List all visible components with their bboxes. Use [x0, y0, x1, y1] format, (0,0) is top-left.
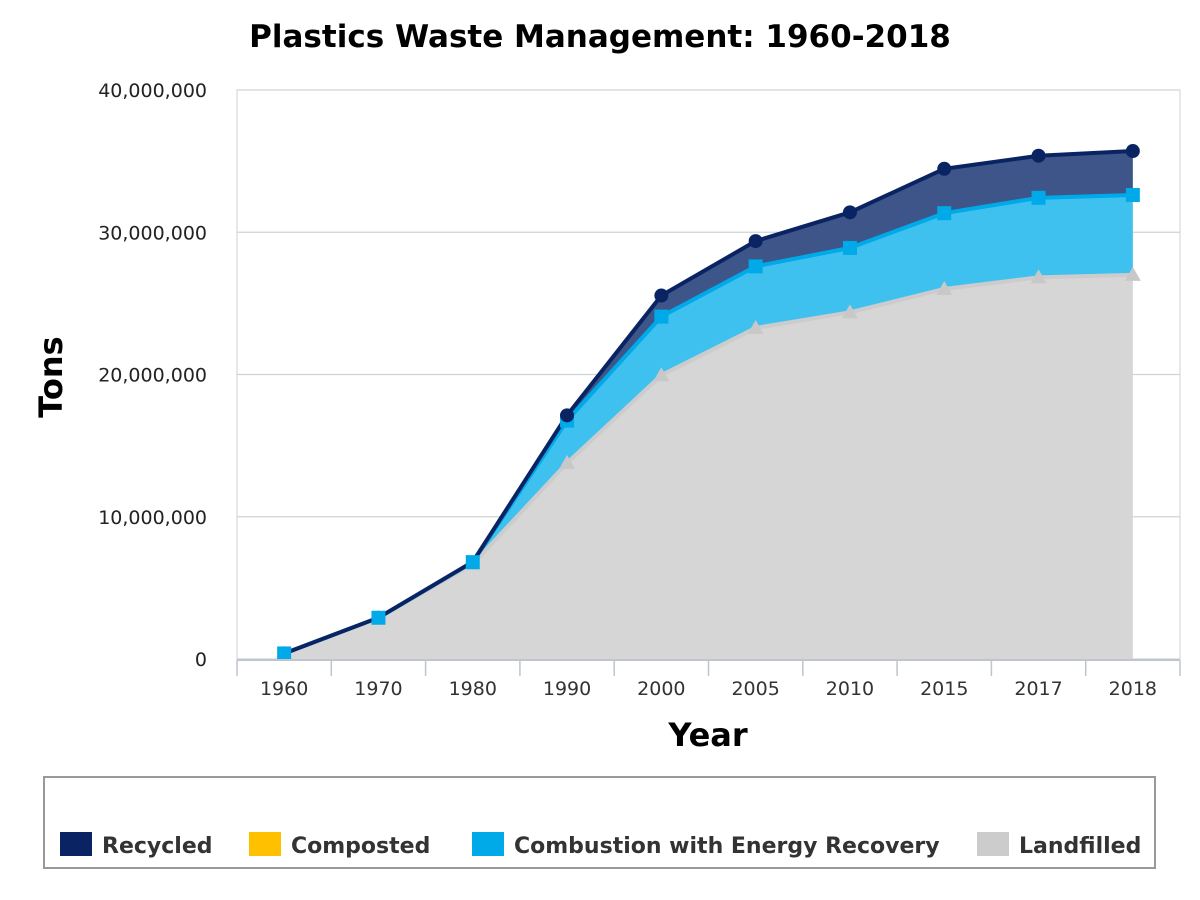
legend-label: Recycled — [102, 834, 213, 859]
x-tick-label: 2005 — [731, 678, 779, 700]
chart-title: Plastics Waste Management: 1960-2018 — [249, 19, 951, 55]
marker-recycled — [654, 288, 669, 303]
marker-combustion-with-energy-recovery — [654, 309, 669, 324]
y-tick-label: 40,000,000 — [98, 80, 207, 102]
marker-landfilled — [841, 304, 858, 319]
legend-swatch — [249, 832, 281, 856]
marker-recycled — [937, 161, 952, 176]
marker-combustion-with-energy-recovery — [937, 206, 952, 221]
y-tick-label: 10,000,000 — [98, 507, 207, 529]
marker-combustion-with-energy-recovery — [842, 240, 857, 255]
marker-combustion-with-energy-recovery — [1125, 187, 1140, 202]
y-tick-label: 30,000,000 — [98, 222, 207, 244]
area-landfilled — [284, 274, 1133, 659]
marker-recycled — [560, 408, 575, 423]
y-axis-title: Tons — [32, 336, 70, 417]
series-lines — [283, 149, 1133, 656]
x-tick-label: 2010 — [826, 678, 874, 700]
marker-landfilled — [1030, 269, 1047, 284]
marker-recycled — [1125, 144, 1140, 159]
marker-landfilled — [936, 281, 953, 296]
marker-landfilled — [653, 367, 670, 382]
x-tick-label: 2015 — [920, 678, 968, 700]
legend-swatch — [472, 832, 504, 856]
x-tick-labels: 1960 1970 1980 1990 2000 2005 2010 2015 2017 2018 — [260, 678, 1157, 700]
marker-landfilled — [747, 319, 764, 334]
area-combustion-with-energy-recovery — [284, 194, 1133, 654]
marker-landfilled — [559, 454, 576, 469]
stacked-areas — [284, 151, 1133, 659]
legend-swatch — [60, 832, 92, 856]
series-markers — [276, 144, 1141, 661]
y-tick-label: 0 — [195, 649, 207, 671]
marker-combustion-with-energy-recovery — [1031, 190, 1046, 205]
legend-box — [43, 776, 1156, 869]
x-tick-label: 1990 — [543, 678, 591, 700]
axes — [236, 659, 1181, 676]
marker-combustion-with-energy-recovery — [465, 555, 480, 570]
y-tick-label: 20,000,000 — [98, 365, 207, 387]
legend: Recycled Composted Combustion with Energy … — [60, 832, 1141, 859]
x-axis-title: Year — [667, 716, 748, 754]
marker-recycled — [748, 234, 763, 249]
legend-label: Composted — [291, 834, 430, 859]
y-tick-labels: 0 10,000,000 20,000,000 30,000,000 40,000,00… — [98, 80, 207, 671]
marker-recycled — [842, 205, 857, 220]
marker-combustion-with-energy-recovery — [371, 610, 386, 625]
x-tick-label: 2000 — [637, 678, 685, 700]
x-tick-label: 2017 — [1014, 678, 1062, 700]
x-tick-label: 2018 — [1109, 678, 1157, 700]
x-tick-label: 1960 — [260, 678, 308, 700]
legend-label: Combustion with Energy Recovery — [514, 834, 940, 859]
marker-combustion-with-energy-recovery — [748, 259, 763, 274]
marker-combustion-with-energy-recovery — [277, 646, 292, 661]
marker-landfilled — [1124, 266, 1141, 281]
x-tick-label: 1980 — [449, 678, 497, 700]
x-tick-label: 1970 — [354, 678, 402, 700]
line-recycled — [283, 149, 1133, 656]
legend-label: Landfilled — [1019, 834, 1141, 859]
marker-recycled — [1031, 148, 1046, 163]
legend-swatch — [977, 832, 1009, 856]
